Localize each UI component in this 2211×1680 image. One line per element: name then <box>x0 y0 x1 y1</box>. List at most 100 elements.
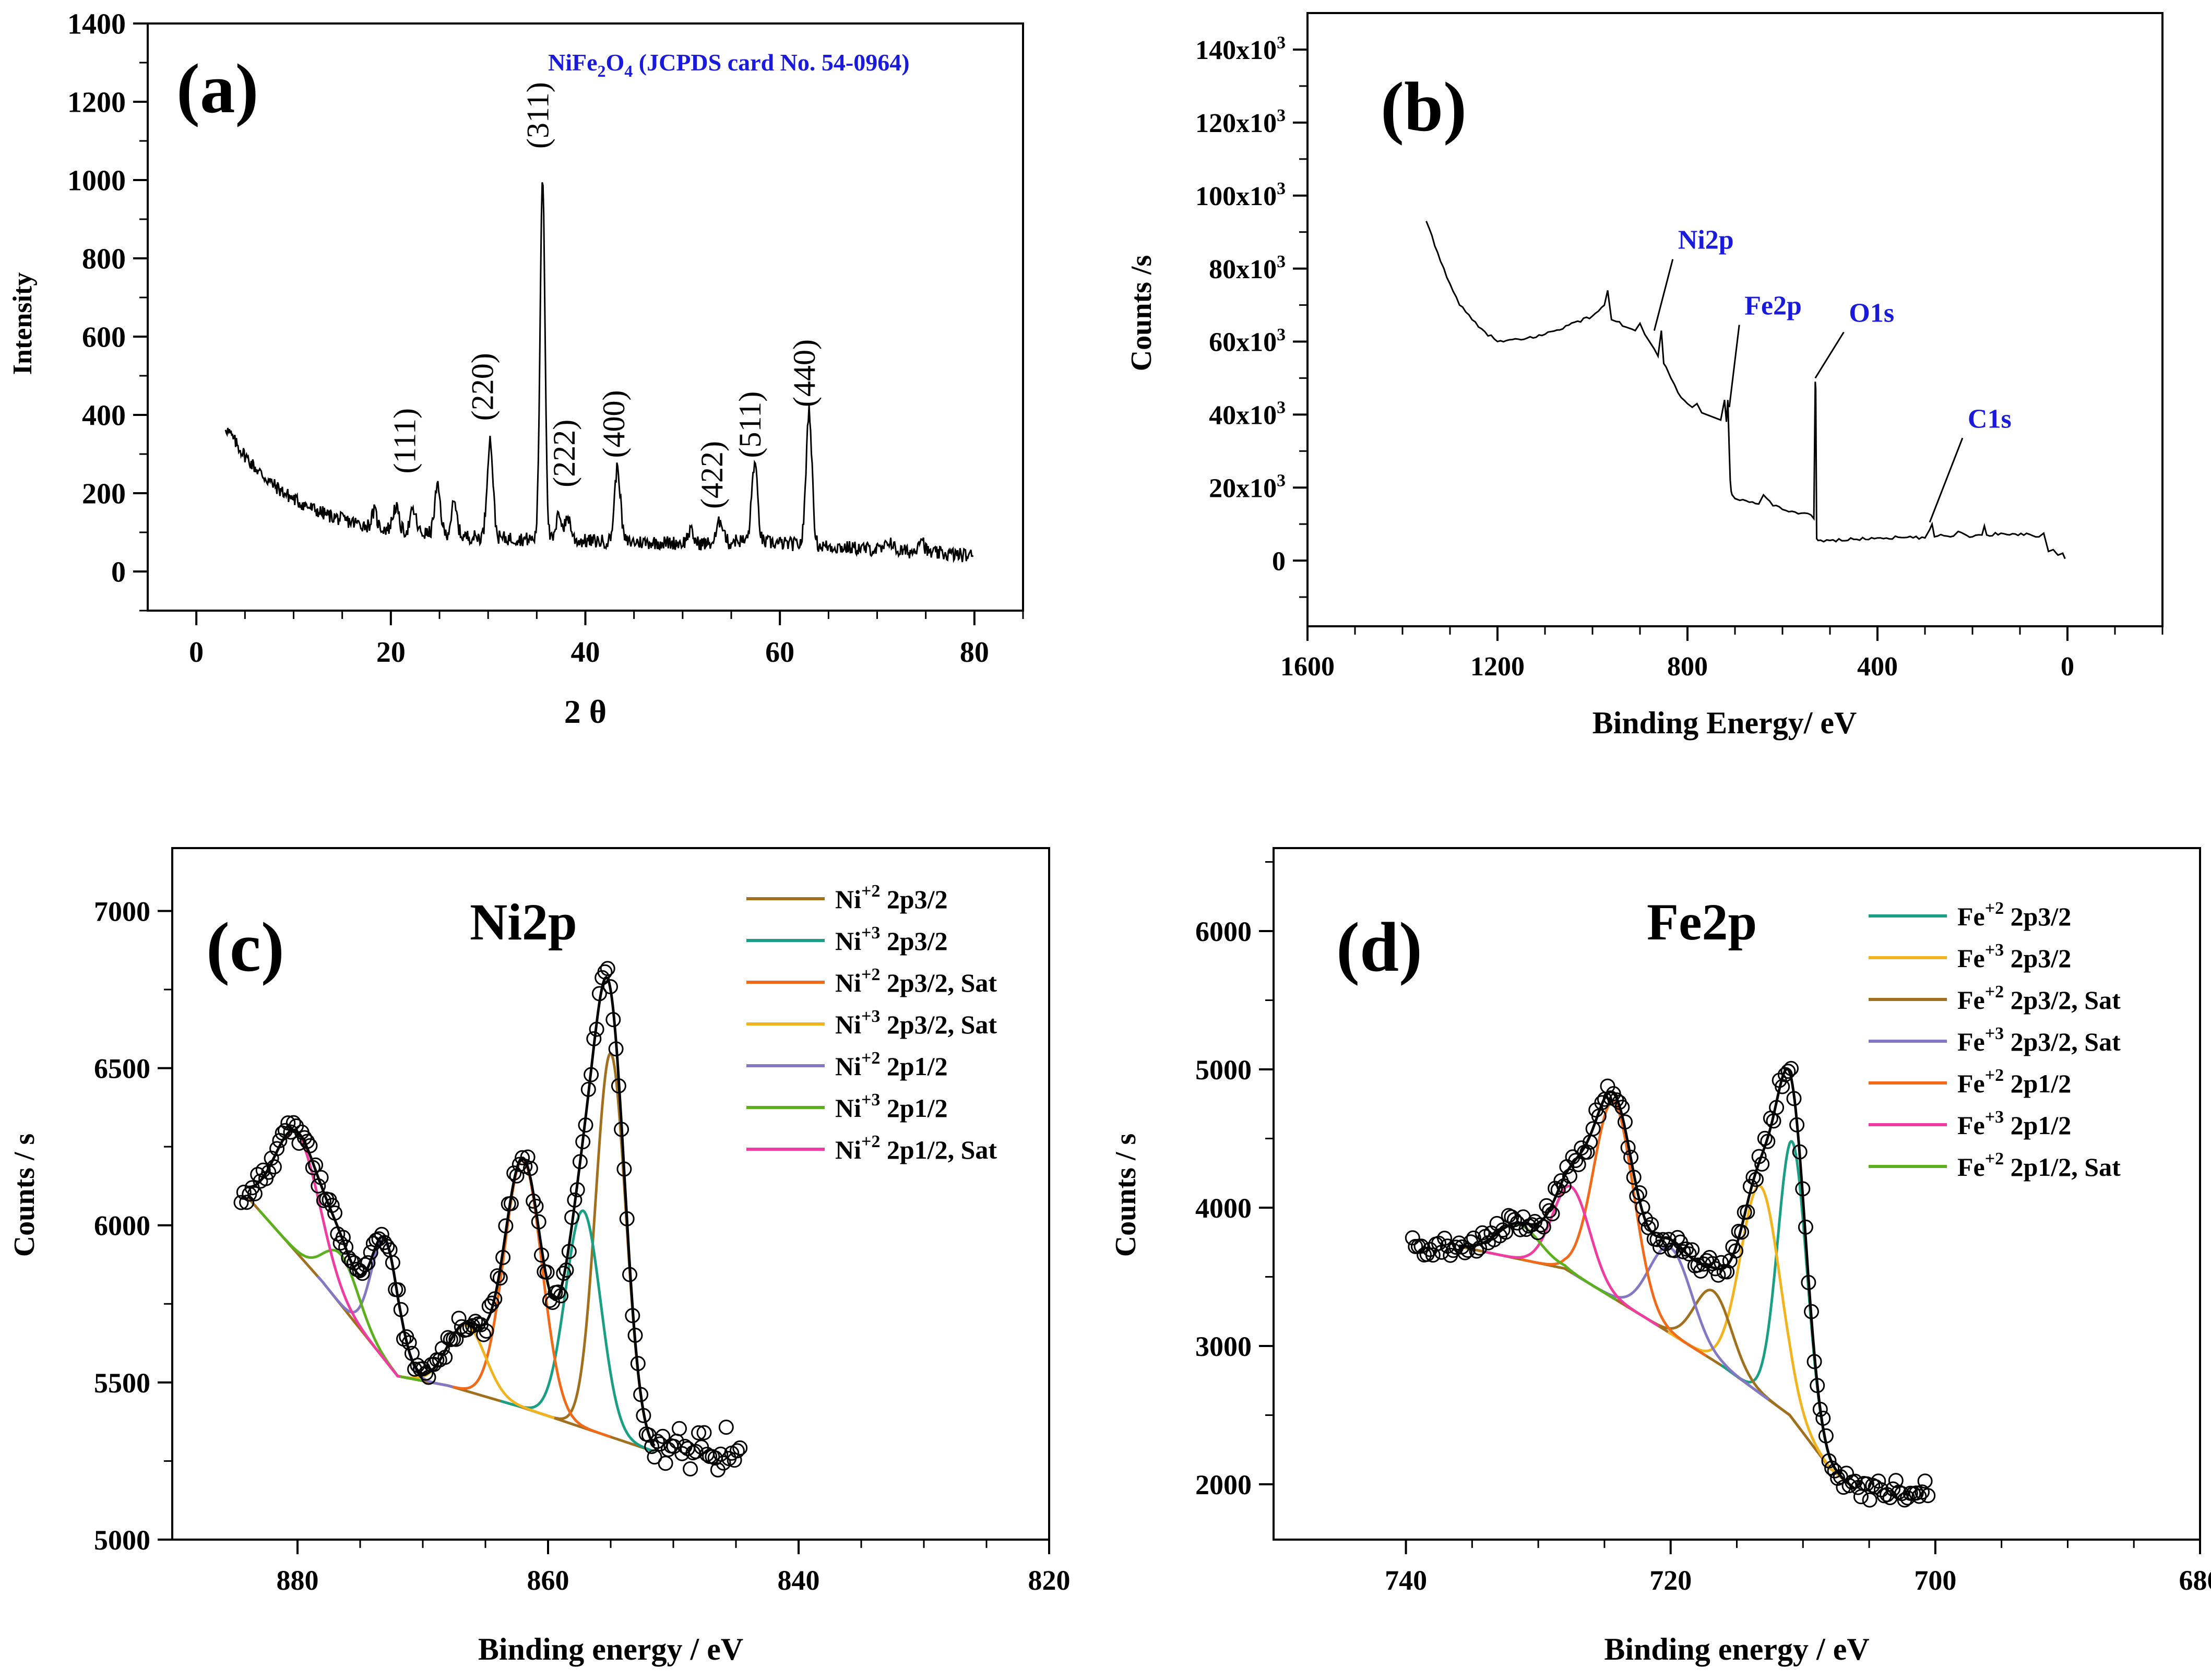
legend-entry-element: Ni <box>835 885 861 914</box>
data-point <box>616 1161 632 1177</box>
data-point <box>385 1255 400 1270</box>
legend-entry-element: Ni <box>835 1093 861 1123</box>
data-point <box>358 1257 373 1272</box>
data-point <box>338 1240 354 1255</box>
chart-title-part: O <box>606 49 625 76</box>
data-point <box>1623 1150 1639 1165</box>
data-point <box>1562 1169 1577 1184</box>
legend-entry-orbital: 2p3/2, Sat <box>880 968 997 997</box>
data-point <box>1801 1274 1816 1290</box>
data-point <box>1734 1224 1750 1240</box>
chart-title-part: 4 <box>624 62 633 80</box>
legend-entry-element: Fe <box>1957 1069 1985 1098</box>
data-point <box>1437 1231 1453 1246</box>
x-tick-label: 40 <box>571 636 600 669</box>
data-point <box>311 1178 326 1194</box>
annotation-leader <box>1929 437 1964 523</box>
legend-entry-orbital: 2p3/2 <box>2004 944 2071 973</box>
data-point <box>727 1452 742 1468</box>
data-point <box>1594 1095 1610 1111</box>
data-point <box>608 1041 624 1057</box>
data-point <box>490 1268 505 1284</box>
data-point <box>1544 1206 1560 1222</box>
y-tick-label-base: 100x10 <box>1195 182 1277 211</box>
data-point <box>1757 1130 1773 1146</box>
data-point <box>1614 1100 1630 1115</box>
data-point <box>448 1331 464 1347</box>
data-point <box>506 1165 522 1181</box>
data-point <box>343 1253 359 1269</box>
data-point <box>580 1081 596 1097</box>
x-tick-label: 840 <box>778 1565 820 1596</box>
envelope-line <box>247 975 656 1447</box>
x-tick-label: 80 <box>960 636 989 669</box>
x-tick-label: 880 <box>277 1565 319 1596</box>
data-point <box>1827 1463 1842 1479</box>
chart-title: Ni2p <box>470 893 577 951</box>
data-point <box>619 1211 635 1226</box>
legend-entry-orbital: 2p1/2 <box>880 1093 947 1123</box>
data-point <box>1786 1091 1802 1106</box>
data-point <box>1644 1217 1659 1232</box>
legend-entry-charge: +2 <box>861 965 880 984</box>
legend-entry-element: Ni <box>835 926 861 956</box>
x-tick-label: 20 <box>376 636 406 669</box>
annotation-leader <box>1814 331 1845 379</box>
y-tick-label-base: 80x10 <box>1209 255 1277 284</box>
data-point <box>534 1247 549 1263</box>
peak-label: Ni2p <box>1678 225 1734 255</box>
y-tick-label-exp: 3 <box>1277 106 1286 125</box>
peak-label: Fe2p <box>1744 291 1802 321</box>
peak-label: C1s <box>1968 404 2012 434</box>
y-axis-label: Counts /s <box>1125 255 1158 372</box>
y-tick-label-exp: 3 <box>1277 325 1286 344</box>
data-point <box>614 1122 629 1137</box>
data-point <box>718 1420 734 1435</box>
data-point <box>1862 1492 1877 1508</box>
legend-entry-charge: +2 <box>1985 1149 2004 1169</box>
y-tick-label-exp: 3 <box>1277 252 1286 271</box>
data-point <box>567 1192 583 1208</box>
y-tick-label: 4000 <box>1195 1193 1252 1224</box>
legend-entry-orbital: 2p3/2, Sat <box>2004 985 2121 1015</box>
legend-entry-orbital: 2p1/2 <box>880 1052 947 1081</box>
data-point <box>716 1455 731 1471</box>
y-tick-label: 6500 <box>94 1053 150 1084</box>
chart-panel-a: 0 20 40 60 800200400600800100012001400(111)(… <box>8 8 1024 730</box>
data-point <box>401 1335 417 1351</box>
y-tick-label-exp: 3 <box>1277 471 1286 491</box>
data-point <box>1725 1239 1741 1255</box>
data-point <box>390 1282 406 1297</box>
component-line <box>435 1158 611 1438</box>
data-point <box>575 1134 591 1150</box>
data-point <box>1548 1181 1563 1196</box>
data-point <box>509 1168 525 1184</box>
data-point <box>239 1195 255 1210</box>
data-point <box>655 1428 671 1444</box>
component-line <box>538 1052 656 1447</box>
data-point <box>495 1249 511 1265</box>
chart-title-part: 2 <box>598 62 606 80</box>
data-point <box>363 1245 378 1260</box>
legend-entry-element: Ni <box>835 968 861 997</box>
y-tick-label: 1400 <box>67 8 126 41</box>
data-point <box>1684 1242 1700 1258</box>
panel-label: (c) <box>206 909 284 986</box>
data-point <box>520 1149 536 1165</box>
data-point <box>1413 1238 1429 1254</box>
legend-entry-element: Fe <box>1957 1027 1985 1056</box>
y-tick-label: 600 <box>82 321 126 354</box>
data-point <box>437 1350 453 1365</box>
data-point <box>1620 1140 1636 1155</box>
panel-label: (a) <box>176 50 258 128</box>
legend-entry-element: Ni <box>835 1052 861 1081</box>
legend-entry: Ni+2 2p3/2 <box>835 881 948 914</box>
legend-entry-orbital: 2p1/2 <box>2004 1069 2071 1098</box>
legend-entry-element: Fe <box>1957 902 1985 931</box>
data-point <box>515 1150 530 1165</box>
data-point <box>247 1186 263 1201</box>
y-tick-label: 3000 <box>1195 1331 1252 1362</box>
x-tick-label: 0 <box>189 636 204 669</box>
peak-label: (220) <box>465 353 500 421</box>
data-point <box>1888 1473 1904 1488</box>
